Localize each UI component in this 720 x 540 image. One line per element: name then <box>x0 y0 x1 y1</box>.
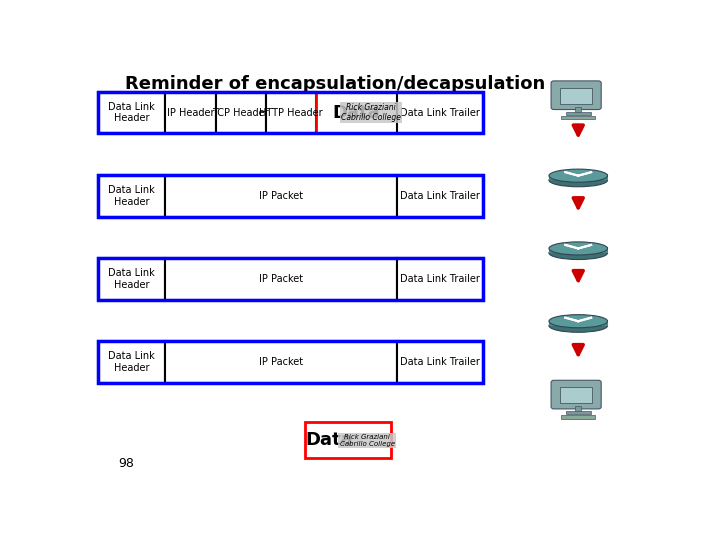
Text: IP Packet: IP Packet <box>259 274 303 284</box>
Ellipse shape <box>549 242 608 255</box>
Ellipse shape <box>549 246 608 260</box>
FancyBboxPatch shape <box>551 380 601 409</box>
Ellipse shape <box>549 319 608 332</box>
Ellipse shape <box>549 315 608 328</box>
Bar <box>397 341 483 383</box>
Bar <box>305 422 392 458</box>
Bar <box>562 116 595 119</box>
Bar <box>397 175 483 217</box>
Text: IP Header: IP Header <box>167 107 214 118</box>
Text: Data: Data <box>305 431 353 449</box>
Bar <box>99 341 483 383</box>
Text: Data Link
Header: Data Link Header <box>109 185 156 207</box>
Ellipse shape <box>549 169 608 182</box>
Text: Data Link Trailer: Data Link Trailer <box>400 191 480 201</box>
Text: Data Link Trailer: Data Link Trailer <box>400 107 480 118</box>
Bar <box>166 258 397 300</box>
FancyBboxPatch shape <box>551 81 601 110</box>
Bar <box>99 92 483 133</box>
Bar <box>266 92 316 133</box>
Bar <box>565 411 591 414</box>
Bar <box>215 92 266 133</box>
Text: Reminder of encapsulation/decapsulation: Reminder of encapsulation/decapsulation <box>125 75 546 93</box>
Text: IP Packet: IP Packet <box>259 357 303 367</box>
Bar <box>99 341 166 383</box>
Ellipse shape <box>549 174 608 187</box>
Text: HTTP Header: HTTP Header <box>259 107 323 118</box>
Bar <box>560 87 592 104</box>
Text: Rick Graziani
Cabrillo College: Rick Graziani Cabrillo College <box>341 103 401 123</box>
Text: IP Packet: IP Packet <box>259 191 303 201</box>
Bar <box>397 92 483 133</box>
Bar <box>316 92 397 133</box>
Text: Data Link
Header: Data Link Header <box>109 352 156 373</box>
Bar <box>565 112 591 114</box>
Text: Data Link
Header: Data Link Header <box>109 268 156 290</box>
Text: TCP Header: TCP Header <box>212 107 269 118</box>
Text: Rick Graziani
Cabrillo College: Rick Graziani Cabrillo College <box>340 434 395 447</box>
Bar <box>99 258 483 300</box>
Text: Data Link
Header: Data Link Header <box>109 102 156 124</box>
Bar <box>562 415 595 418</box>
Bar <box>166 341 397 383</box>
Bar <box>99 258 166 300</box>
Bar <box>166 175 397 217</box>
Bar <box>99 92 166 133</box>
Bar <box>549 247 608 253</box>
Bar <box>99 175 166 217</box>
Bar <box>575 107 582 112</box>
Bar <box>549 174 608 180</box>
Bar <box>560 387 592 403</box>
Text: Data Link Trailer: Data Link Trailer <box>400 357 480 367</box>
Bar <box>397 258 483 300</box>
Text: Data: Data <box>333 104 380 122</box>
Bar <box>575 406 582 411</box>
Bar <box>99 175 483 217</box>
Bar <box>549 320 608 326</box>
Bar <box>166 92 215 133</box>
Text: Data Link Trailer: Data Link Trailer <box>400 274 480 284</box>
Text: 98: 98 <box>118 457 134 470</box>
